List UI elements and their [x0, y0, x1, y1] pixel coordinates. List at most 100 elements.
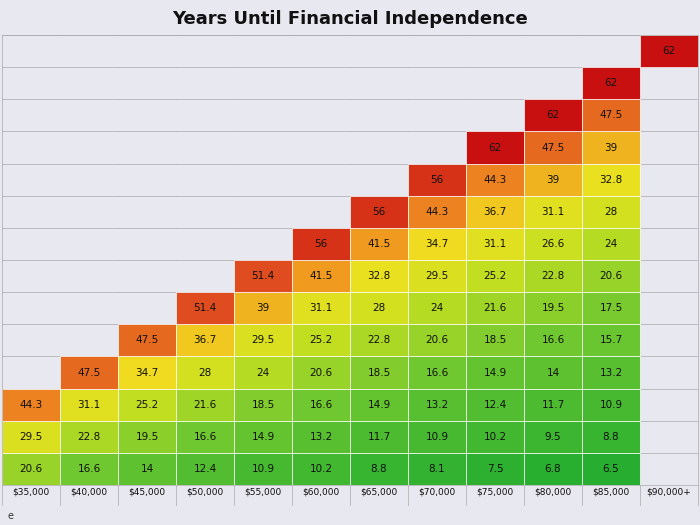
Bar: [466, 164, 524, 196]
Bar: [292, 388, 350, 421]
Text: 13.2: 13.2: [426, 400, 449, 410]
Text: 6.8: 6.8: [545, 464, 561, 474]
Text: 51.4: 51.4: [193, 303, 216, 313]
Text: 25.2: 25.2: [309, 335, 332, 345]
Text: 56: 56: [372, 207, 386, 217]
Bar: [176, 292, 234, 324]
Bar: [582, 292, 640, 324]
Bar: [118, 388, 176, 421]
Bar: [292, 228, 350, 260]
Text: 18.5: 18.5: [368, 368, 391, 377]
Bar: [408, 228, 466, 260]
Bar: [234, 388, 292, 421]
Bar: [582, 356, 640, 388]
Text: 47.5: 47.5: [599, 110, 622, 120]
Text: 24: 24: [430, 303, 444, 313]
Text: 15.7: 15.7: [599, 335, 622, 345]
Bar: [2, 453, 60, 485]
Text: 10.2: 10.2: [484, 432, 507, 442]
Text: 17.5: 17.5: [599, 303, 622, 313]
Bar: [524, 292, 582, 324]
Text: 44.3: 44.3: [426, 207, 449, 217]
Text: 20.6: 20.6: [309, 368, 332, 377]
Text: 24: 24: [256, 368, 270, 377]
Bar: [234, 260, 292, 292]
Text: 16.6: 16.6: [541, 335, 565, 345]
Bar: [234, 324, 292, 356]
Bar: [466, 324, 524, 356]
Text: 34.7: 34.7: [135, 368, 159, 377]
Text: $80,000: $80,000: [534, 488, 572, 497]
Bar: [408, 356, 466, 388]
Bar: [582, 421, 640, 453]
Text: 18.5: 18.5: [251, 400, 274, 410]
Text: 31.1: 31.1: [309, 303, 332, 313]
Bar: [582, 196, 640, 228]
Bar: [408, 388, 466, 421]
Bar: [60, 356, 118, 388]
Bar: [524, 453, 582, 485]
Bar: [118, 453, 176, 485]
Text: 16.6: 16.6: [426, 368, 449, 377]
Text: 51.4: 51.4: [251, 271, 274, 281]
Bar: [292, 260, 350, 292]
Text: 28: 28: [604, 207, 617, 217]
Text: $40,000: $40,000: [71, 488, 108, 497]
Bar: [350, 196, 408, 228]
Text: 47.5: 47.5: [541, 142, 565, 152]
Text: 20.6: 20.6: [599, 271, 622, 281]
Text: 21.6: 21.6: [193, 400, 216, 410]
Text: $45,000: $45,000: [128, 488, 166, 497]
Bar: [408, 164, 466, 196]
Bar: [582, 260, 640, 292]
Text: 39: 39: [256, 303, 270, 313]
Bar: [408, 260, 466, 292]
Text: 34.7: 34.7: [426, 239, 449, 249]
Text: e: e: [7, 511, 13, 521]
Text: 29.5: 29.5: [20, 432, 43, 442]
Text: 14: 14: [547, 368, 559, 377]
Bar: [466, 453, 524, 485]
Text: 6.5: 6.5: [603, 464, 620, 474]
Text: 32.8: 32.8: [368, 271, 391, 281]
Bar: [466, 196, 524, 228]
Text: 44.3: 44.3: [20, 400, 43, 410]
Text: 22.8: 22.8: [541, 271, 565, 281]
Bar: [292, 356, 350, 388]
Text: 12.4: 12.4: [193, 464, 216, 474]
Text: 62: 62: [662, 46, 676, 56]
Bar: [466, 292, 524, 324]
Text: 11.7: 11.7: [541, 400, 565, 410]
Bar: [466, 131, 524, 164]
Bar: [466, 228, 524, 260]
Text: 11.7: 11.7: [368, 432, 391, 442]
Bar: [524, 260, 582, 292]
Bar: [524, 388, 582, 421]
Bar: [60, 388, 118, 421]
Text: 19.5: 19.5: [135, 432, 159, 442]
Text: 26.6: 26.6: [541, 239, 565, 249]
Bar: [350, 292, 408, 324]
Bar: [350, 453, 408, 485]
Text: 41.5: 41.5: [368, 239, 391, 249]
Text: 22.8: 22.8: [78, 432, 101, 442]
Bar: [176, 421, 234, 453]
Bar: [466, 388, 524, 421]
Text: 13.2: 13.2: [599, 368, 622, 377]
Text: 12.4: 12.4: [484, 400, 507, 410]
Text: 20.6: 20.6: [20, 464, 43, 474]
Text: 22.8: 22.8: [368, 335, 391, 345]
Bar: [176, 388, 234, 421]
Text: 13.2: 13.2: [309, 432, 332, 442]
Bar: [350, 324, 408, 356]
Bar: [640, 35, 698, 67]
Bar: [466, 260, 524, 292]
Text: $55,000: $55,000: [244, 488, 281, 497]
Bar: [118, 356, 176, 388]
Text: 29.5: 29.5: [426, 271, 449, 281]
Text: 8.8: 8.8: [371, 464, 387, 474]
Bar: [408, 421, 466, 453]
Text: 36.7: 36.7: [193, 335, 216, 345]
Bar: [408, 453, 466, 485]
Bar: [234, 453, 292, 485]
